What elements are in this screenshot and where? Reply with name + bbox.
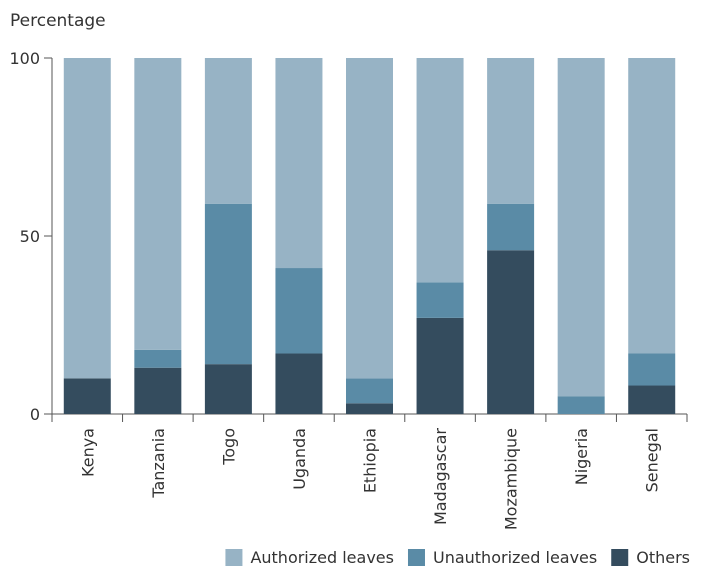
- bar-segment-others-madagascar: [416, 317, 464, 414]
- bar-segment-unauthorized-leaves-togo: [204, 203, 252, 365]
- y-axis-title: Percentage: [10, 11, 106, 31]
- x-tick-labels: Kenya Tanzania Togo Uganda Ethiopia Madagasca…: [78, 428, 661, 531]
- x-tick-label-nigeria: Nigeria: [572, 428, 591, 485]
- bar-segment-unauthorized-leaves-uganda: [275, 268, 323, 354]
- x-tick-label-mozambique: Mozambique: [502, 428, 521, 530]
- bar-segment-unauthorized-leaves-nigeria: [557, 396, 605, 414]
- y-tick-label: 0: [30, 405, 40, 424]
- legend-label-unauthorized-leaves: Unauthorized leaves: [433, 548, 597, 567]
- bar-segment-authorized-leaves-mozambique: [487, 58, 535, 204]
- bar-segment-others-uganda: [275, 353, 323, 414]
- bar-segment-authorized-leaves-ethiopia: [346, 58, 393, 379]
- bar-segment-others-ethiopia: [346, 403, 393, 414]
- bar-segment-authorized-leaves-tanzania: [134, 58, 182, 350]
- legend-label-others: Others: [636, 548, 690, 567]
- bar-segment-authorized-leaves-madagascar: [416, 58, 464, 283]
- bar-segment-authorized-leaves-kenya: [63, 58, 111, 379]
- y-tick-label: 100: [9, 49, 40, 68]
- bar-segment-others-kenya: [63, 378, 111, 414]
- bar-segment-unauthorized-leaves-mozambique: [487, 203, 535, 251]
- bar-segment-others-tanzania: [134, 367, 182, 414]
- legend: Authorized leaves Unauthorized leaves Othe…: [225, 548, 690, 567]
- x-tick-label-kenya: Kenya: [78, 428, 97, 477]
- x-tick-label-senegal: Senegal: [643, 428, 662, 492]
- legend-swatch-unauthorized-leaves: [407, 549, 425, 566]
- x-tick-label-madagascar: Madagascar: [431, 428, 450, 525]
- bar-segment-authorized-leaves-togo: [204, 58, 252, 204]
- x-tick-label-tanzania: Tanzania: [149, 428, 168, 499]
- x-tick-label-ethiopia: Ethiopia: [361, 428, 380, 493]
- bar-segment-unauthorized-leaves-senegal: [628, 353, 676, 386]
- bar-segment-authorized-leaves-senegal: [628, 58, 676, 354]
- bar-segment-authorized-leaves-nigeria: [557, 58, 605, 397]
- legend-swatch-authorized-leaves: [225, 549, 243, 566]
- legend-swatch-others: [611, 549, 629, 566]
- y-tick-labels: 0 50 100: [9, 49, 40, 424]
- x-tick-label-uganda: Uganda: [290, 428, 309, 490]
- bar-segment-authorized-leaves-uganda: [275, 58, 323, 269]
- legend-label-authorized-leaves: Authorized leaves: [250, 548, 394, 567]
- y-tick-label: 50: [20, 227, 40, 246]
- bar-segment-unauthorized-leaves-madagascar: [416, 282, 464, 318]
- bar-segment-others-senegal: [628, 385, 676, 414]
- x-tick-label-togo: Togo: [219, 428, 238, 466]
- bar-segment-unauthorized-leaves-tanzania: [134, 349, 182, 368]
- bar-segment-others-mozambique: [487, 250, 535, 414]
- bar-segment-unauthorized-leaves-ethiopia: [346, 378, 393, 404]
- bars: [63, 58, 676, 414]
- bar-segment-others-togo: [204, 364, 252, 414]
